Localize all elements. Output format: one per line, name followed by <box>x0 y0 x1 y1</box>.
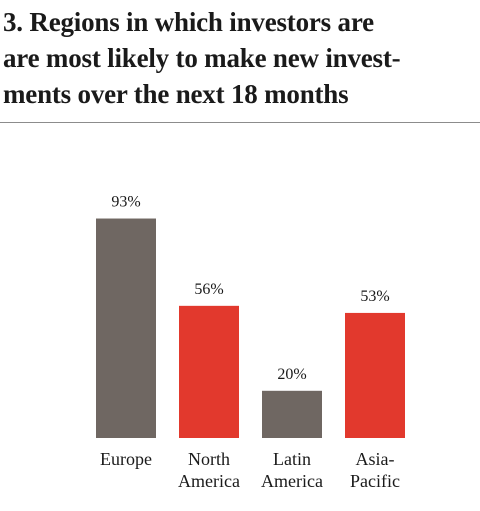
value-label-north-america: 56% <box>194 281 223 298</box>
bar-north-america <box>179 305 239 438</box>
category-label-north-america-line-2: America <box>178 471 240 491</box>
category-label-asia-pacific-line-1: Asia- <box>356 449 395 469</box>
category-label-latin-america-line-1: Latin <box>273 449 311 469</box>
bar-latin-america <box>262 390 322 438</box>
bar-europe <box>96 218 156 438</box>
category-label-north-america-line-1: North <box>188 449 230 469</box>
title-divider <box>0 122 480 123</box>
category-label-asia-pacific-line-2: Pacific <box>350 471 400 491</box>
category-label-latin-america-line-2: America <box>261 471 323 491</box>
bar-asia-pacific <box>345 312 405 438</box>
value-label-europe: 93% <box>111 194 140 211</box>
chart-title: 3. Regions in which investors are are mo… <box>3 7 401 109</box>
value-label-asia-pacific: 53% <box>360 288 389 305</box>
value-label-latin-america: 20% <box>277 366 306 383</box>
category-label-europe-line-1: Europe <box>100 449 152 469</box>
